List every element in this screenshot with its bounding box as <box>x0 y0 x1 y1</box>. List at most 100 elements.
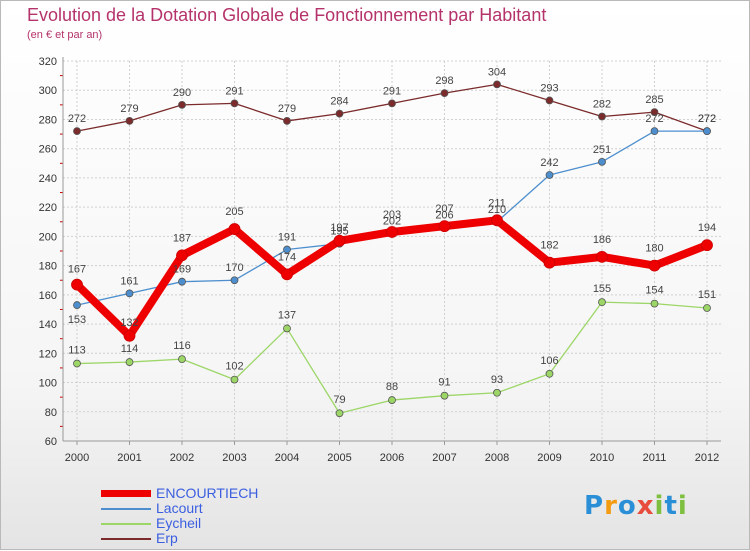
data-point-erp <box>650 108 659 117</box>
data-point-encourtiech <box>543 256 556 269</box>
data-label-lacourt: 202 <box>383 215 401 227</box>
x-tick-label: 2005 <box>327 452 351 464</box>
data-point-lacourt <box>650 127 659 136</box>
data-label-eycheil: 155 <box>593 283 611 295</box>
data-point-eycheil <box>545 369 554 378</box>
data-point-encourtiech <box>491 214 503 227</box>
data-point-erp <box>335 109 344 118</box>
data-label-lacourt: 153 <box>68 314 86 326</box>
data-point-eycheil <box>230 375 239 384</box>
data-label-encourtiech: 167 <box>68 264 86 276</box>
logo-letter: x <box>636 491 655 521</box>
axes <box>60 57 721 445</box>
y-tick-label: 180 <box>39 261 57 273</box>
data-label-lacourt: 191 <box>278 232 296 244</box>
data-label-erp: 293 <box>540 82 558 94</box>
data-point-eycheil <box>440 391 449 400</box>
data-label-encourtiech: 186 <box>593 234 611 246</box>
y-tick-label: 220 <box>39 202 57 214</box>
data-label-erp: 291 <box>383 85 401 97</box>
proxiti-logo: Proxiti <box>584 491 688 521</box>
legend-label: Eycheil <box>156 515 202 531</box>
logo-letter: t <box>664 491 678 521</box>
data-label-lacourt: 169 <box>173 264 191 276</box>
data-point-eycheil <box>178 355 186 364</box>
data-point-erp <box>440 89 449 98</box>
data-point-lacourt <box>73 301 81 309</box>
y-tick-label: 100 <box>39 378 57 390</box>
data-point-encourtiech <box>596 250 608 263</box>
chart-title: Evolution de la Dotation Globale de Fonc… <box>27 5 547 25</box>
x-tick-label: 2006 <box>380 452 404 464</box>
data-point-erp <box>598 112 606 121</box>
data-label-encourtiech: 197 <box>330 222 348 234</box>
data-point-lacourt <box>703 127 711 136</box>
data-point-eycheil <box>493 388 501 397</box>
y-tick-label: 160 <box>39 290 57 302</box>
data-label-encourtiech: 132 <box>120 317 138 329</box>
data-label-eycheil: 113 <box>68 345 86 357</box>
data-point-erp <box>178 100 186 109</box>
data-label-eycheil: 91 <box>438 377 450 389</box>
data-point-encourtiech <box>176 249 188 262</box>
data-label-eycheil: 151 <box>698 289 716 301</box>
data-point-lacourt <box>545 171 554 179</box>
legend-label: Erp <box>156 530 178 546</box>
legend-swatch <box>101 538 151 540</box>
data-label-encourtiech: 180 <box>645 243 663 255</box>
x-tick-label: 2007 <box>432 452 456 464</box>
data-label-erp: 284 <box>330 96 348 108</box>
data-label-encourtiech: 194 <box>698 222 716 234</box>
y-tick-label: 280 <box>39 114 57 126</box>
y-tick-label: 80 <box>45 407 57 419</box>
data-point-encourtiech <box>701 239 713 252</box>
data-label-lacourt: 272 <box>645 113 663 125</box>
data-point-erp <box>283 117 291 125</box>
gridlines <box>63 60 721 442</box>
data-label-lacourt: 206 <box>435 210 453 222</box>
data-label-erp: 298 <box>435 75 453 87</box>
data-label-lacourt: 242 <box>540 157 558 169</box>
data-label-erp: 285 <box>645 94 663 106</box>
x-tick-label: 2002 <box>170 452 194 464</box>
data-point-eycheil <box>283 324 291 333</box>
data-label-erp: 279 <box>278 103 296 115</box>
data-label-lacourt: 272 <box>698 113 716 125</box>
y-tick-label: 140 <box>39 319 57 331</box>
data-label-eycheil: 114 <box>121 343 139 355</box>
y-axis-ticks: 60 80 100 120 140 160 180 200 220 240 260 280 300 320 <box>39 56 57 448</box>
y-tick-label: 240 <box>39 173 57 185</box>
y-tick-label: 120 <box>39 348 57 360</box>
logo-letter: i <box>677 491 688 521</box>
data-label-lacourt: 170 <box>225 262 243 274</box>
data-point-lacourt <box>125 289 134 298</box>
legend-label: Lacourt <box>156 500 203 516</box>
data-point-encourtiech <box>648 259 661 272</box>
legend-swatch <box>101 508 151 510</box>
data-point-eycheil <box>650 299 659 308</box>
y-tick-label: 260 <box>39 144 57 156</box>
data-label-eycheil: 88 <box>386 381 398 393</box>
data-label-erp: 279 <box>120 103 138 115</box>
data-label-encourtiech: 207 <box>435 203 453 215</box>
data-label-erp: 282 <box>593 99 611 111</box>
y-tick-label: 60 <box>45 436 57 448</box>
data-point-encourtiech <box>333 234 346 247</box>
data-label-lacourt: 161 <box>120 275 138 287</box>
legend-swatch <box>101 523 151 525</box>
data-point-erp <box>125 117 134 125</box>
x-tick-label: 2011 <box>643 452 667 464</box>
data-label-eycheil: 137 <box>278 309 296 321</box>
x-axis-ticks: 2000 2001 2002 2003 2004 2005 2006 2007 2008 2009… <box>65 452 719 464</box>
x-tick-label: 2012 <box>695 452 719 464</box>
logo-letter: r <box>604 491 618 521</box>
data-label-erp: 304 <box>488 66 506 78</box>
logo-letter: P <box>584 491 605 521</box>
data-label-erp: 291 <box>225 85 243 97</box>
data-label-erp: 272 <box>68 113 86 125</box>
data-label-eycheil: 93 <box>491 374 503 386</box>
data-point-encourtiech <box>71 278 83 291</box>
logo-letter: o <box>617 491 637 521</box>
data-point-erp <box>230 99 239 108</box>
